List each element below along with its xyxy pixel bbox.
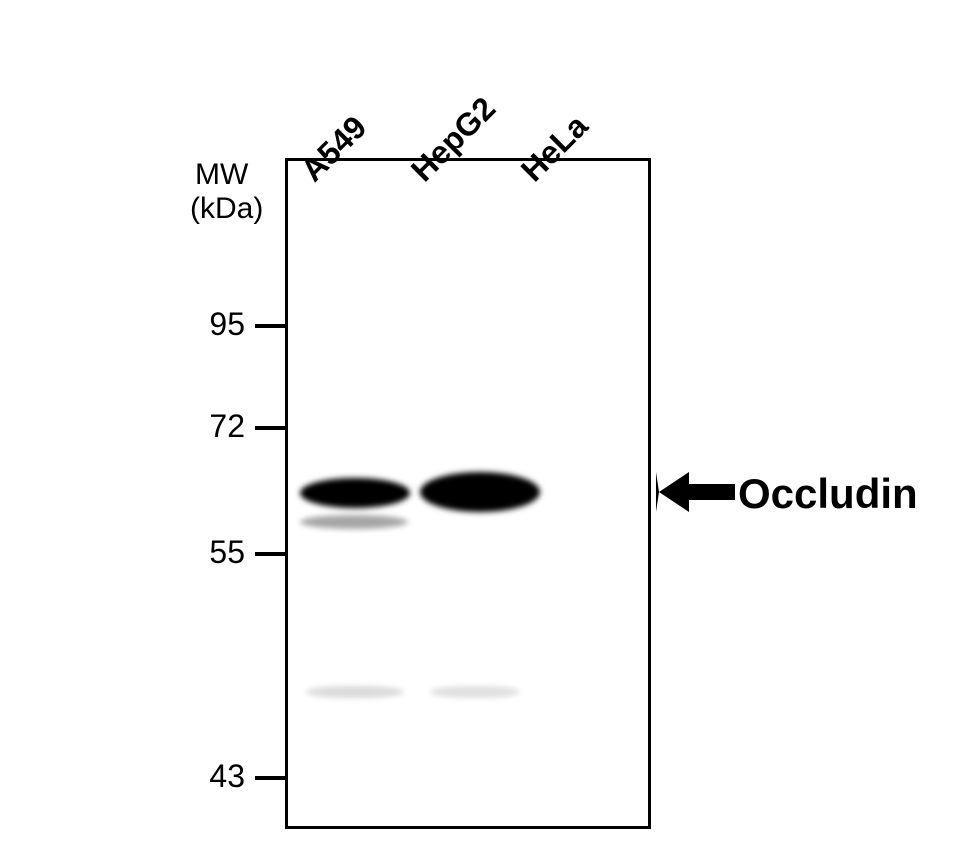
mw-marker-95: 95	[195, 306, 245, 343]
band-a549-main	[300, 478, 410, 508]
mw-tick-72	[255, 426, 285, 430]
band-a549-secondary	[300, 515, 408, 529]
mw-marker-55: 55	[195, 534, 245, 571]
figure-container: MW (kDa) A549 HepG2 HeLa 95 72 55 43 Occ…	[0, 0, 980, 860]
band-a549-faint	[306, 686, 404, 698]
arrow-shaft	[685, 484, 735, 500]
mw-marker-72: 72	[195, 408, 245, 445]
target-label-occludin: Occludin	[738, 470, 918, 518]
mw-tick-95	[255, 324, 285, 328]
mw-tick-55	[255, 552, 285, 556]
mw-title-line2: (kDa)	[190, 192, 263, 226]
band-hepg2-main	[420, 472, 540, 512]
band-hepg2-faint	[430, 686, 520, 698]
mw-title-line1: MW	[195, 158, 248, 192]
mw-marker-43: 43	[195, 758, 245, 795]
mw-tick-43	[255, 776, 285, 780]
